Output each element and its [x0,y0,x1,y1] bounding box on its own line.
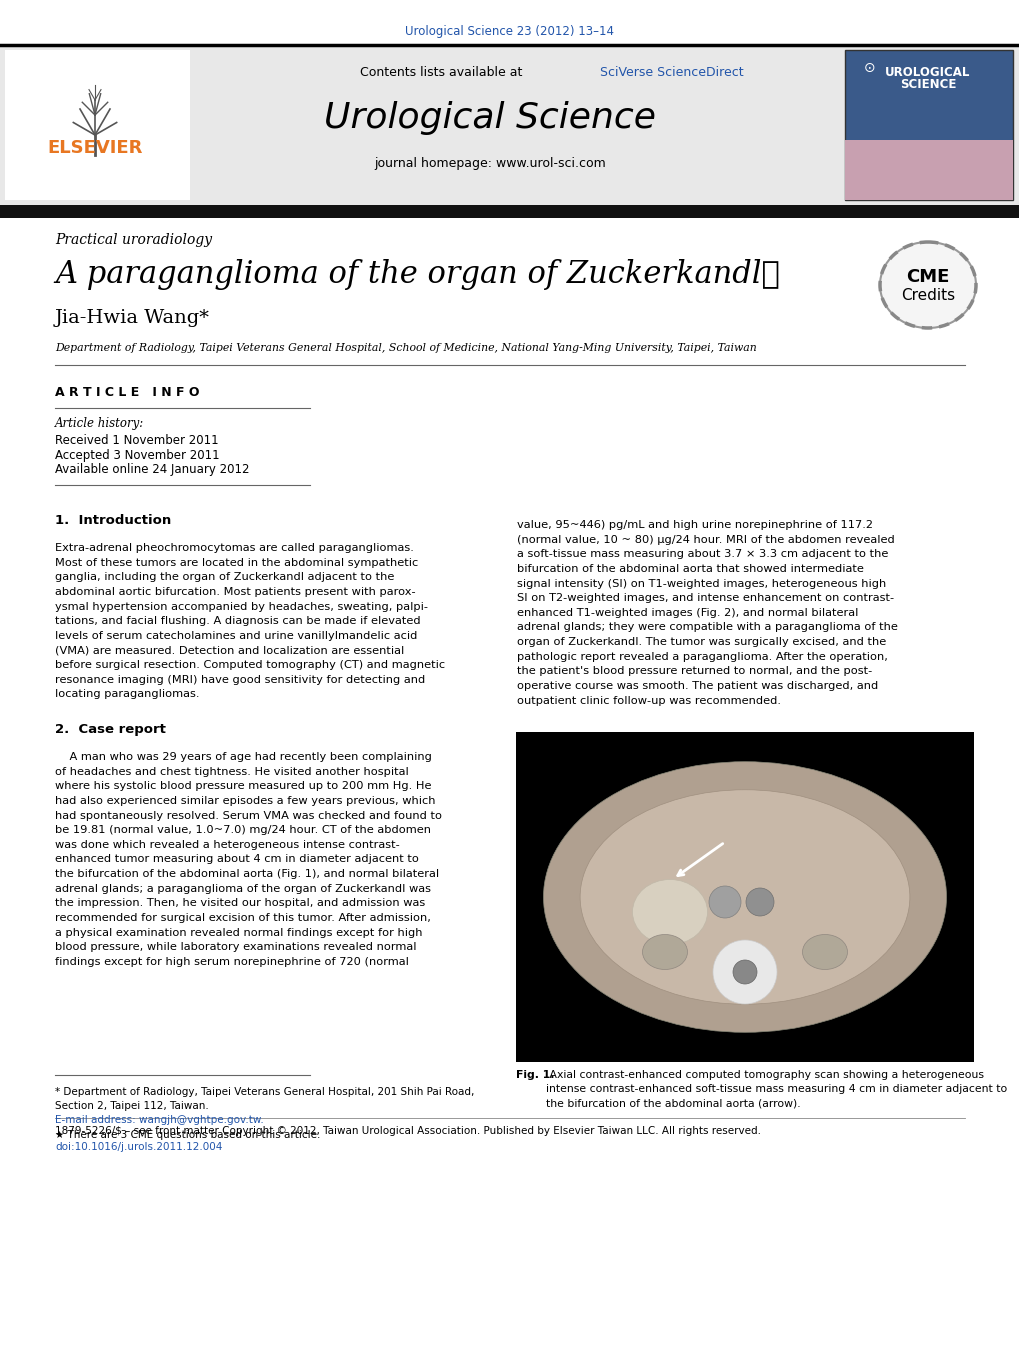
Ellipse shape [632,879,707,945]
FancyBboxPatch shape [516,733,973,1061]
Circle shape [712,940,776,1004]
Text: Urological Science: Urological Science [324,101,655,135]
Text: SCIENCE: SCIENCE [899,79,955,91]
Text: 1879-5226/$ – see front matter Copyright © 2012, Taiwan Urological Association. : 1879-5226/$ – see front matter Copyright… [55,1127,760,1136]
Text: UROLOGICAL: UROLOGICAL [884,65,970,79]
Text: Axial contrast-enhanced computed tomography scan showing a heterogeneous
intense: Axial contrast-enhanced computed tomogra… [545,1070,1007,1108]
Text: * Department of Radiology, Taipei Veterans General Hospital, 201 Shih Pai Road,
: * Department of Radiology, Taipei Vetera… [55,1087,474,1112]
Text: ELSEVIER: ELSEVIER [47,139,143,158]
FancyBboxPatch shape [0,205,1019,217]
FancyBboxPatch shape [844,50,1012,200]
Text: Fig. 1.: Fig. 1. [516,1070,554,1080]
Circle shape [733,959,756,984]
Text: A R T I C L E   I N F O: A R T I C L E I N F O [55,386,200,398]
Text: Article history:: Article history: [55,416,144,429]
Text: Credits: Credits [900,288,954,303]
Text: CME: CME [906,268,949,285]
Text: ★ There are 3 CME questions based on this article.: ★ There are 3 CME questions based on thi… [55,1129,320,1140]
Ellipse shape [802,935,847,969]
Text: ⊙: ⊙ [863,61,875,75]
FancyBboxPatch shape [844,140,1012,200]
Text: Available online 24 January 2012: Available online 24 January 2012 [55,463,250,477]
Text: Accepted 3 November 2011: Accepted 3 November 2011 [55,448,219,462]
Text: value, 95~446) pg/mL and high urine norepinephrine of 117.2
(normal value, 10 ~ : value, 95~446) pg/mL and high urine nore… [517,520,897,705]
Text: Extra-adrenal pheochromocytomas are called paragangliomas.
Most of these tumors : Extra-adrenal pheochromocytomas are call… [55,544,444,700]
Text: SciVerse ScienceDirect: SciVerse ScienceDirect [599,65,743,79]
Circle shape [708,886,740,917]
Text: Jia-Hwia Wang*: Jia-Hwia Wang* [55,308,210,328]
Text: A man who was 29 years of age had recently been complaining
of headaches and che: A man who was 29 years of age had recent… [55,752,441,968]
FancyBboxPatch shape [0,45,1019,205]
FancyBboxPatch shape [5,50,190,200]
Text: A paraganglioma of the organ of Zuckerkandl★: A paraganglioma of the organ of Zuckerka… [55,260,779,291]
Ellipse shape [879,242,975,328]
Text: 1.  Introduction: 1. Introduction [55,514,171,526]
Text: E-mail address: wangjh@vghtpe.gov.tw.: E-mail address: wangjh@vghtpe.gov.tw. [55,1114,264,1125]
Text: 2.  Case report: 2. Case report [55,723,166,737]
Circle shape [745,887,773,916]
Text: Urological Science 23 (2012) 13–14: Urological Science 23 (2012) 13–14 [406,26,613,38]
Text: Department of Radiology, Taipei Veterans General Hospital, School of Medicine, N: Department of Radiology, Taipei Veterans… [55,342,756,353]
Ellipse shape [642,935,687,969]
Ellipse shape [580,790,909,1004]
Ellipse shape [543,761,946,1033]
Text: doi:10.1016/j.urols.2011.12.004: doi:10.1016/j.urols.2011.12.004 [55,1142,222,1152]
Text: journal homepage: www.urol-sci.com: journal homepage: www.urol-sci.com [374,156,605,170]
Text: Practical uroradiology: Practical uroradiology [55,232,212,247]
Text: Received 1 November 2011: Received 1 November 2011 [55,434,218,447]
Text: Contents lists available at: Contents lists available at [360,65,526,79]
